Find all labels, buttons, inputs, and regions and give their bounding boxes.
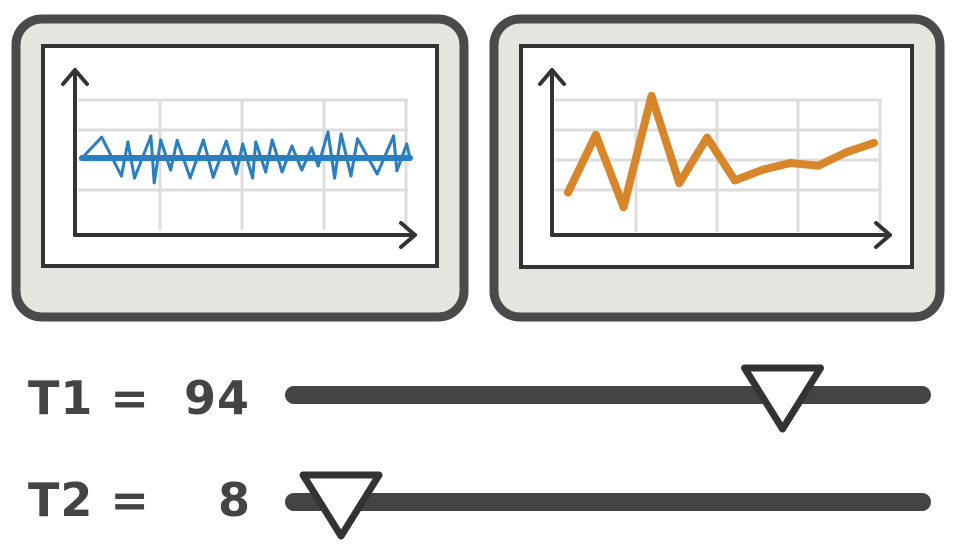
data-point [290,144,294,148]
data-point [270,138,274,142]
data-point [264,170,268,174]
left-monitor [11,14,469,322]
data-point [80,156,84,160]
data-point [619,203,628,212]
data-point [842,148,851,157]
data-point [211,175,215,179]
slider-t1[interactable] [285,364,931,433]
slider-t2-label: T2 = 8 [28,473,252,527]
data-point [159,138,163,142]
data-point [356,137,359,141]
data-point [647,92,656,100]
right-chart-axes [538,68,892,249]
data-point [786,159,795,167]
data-point [254,140,258,144]
y-axis-arrow [61,68,89,86]
slider-t1-label: T1 = 94 [28,371,250,425]
data-point [188,176,192,180]
data-point [405,142,409,146]
slider-t2[interactable] [285,471,931,540]
data-point [408,156,412,160]
data-point [703,133,712,142]
data-point [333,176,337,180]
data-point [201,138,205,142]
series-line [564,92,878,212]
data-point [326,130,330,134]
data-point [349,174,353,178]
right-monitor [489,14,945,322]
y-axis-arrow [538,68,566,86]
slider-t1-thumb[interactable] [741,364,825,433]
data-point [814,161,823,170]
data-point [152,181,156,185]
data-point [300,168,304,172]
left-chart-axes [61,68,417,249]
data-point [730,176,739,185]
data-point [126,140,130,144]
data-point [870,138,878,147]
data-point [119,174,123,178]
data-point [591,130,600,139]
data-point [169,168,173,172]
data-point [100,135,104,139]
data-point [241,142,245,146]
data-point [133,176,136,180]
data-point [395,169,399,173]
x-axis-arrow [399,221,417,249]
data-point [149,134,153,138]
right-chart-series [564,92,878,212]
data-point [758,165,767,174]
data-point [175,138,179,142]
data-point [251,176,255,180]
data-point [339,132,343,136]
data-point [675,179,684,188]
data-point [564,188,572,197]
data-point [392,134,396,138]
slider-t2-thumb[interactable] [299,471,383,540]
left-chart-series [79,130,413,185]
data-point [310,146,314,150]
data-point [224,139,228,143]
data-point [280,170,284,174]
data-point [316,164,320,168]
data-point [234,172,238,176]
x-axis-arrow [874,221,892,249]
data-point [375,172,379,176]
